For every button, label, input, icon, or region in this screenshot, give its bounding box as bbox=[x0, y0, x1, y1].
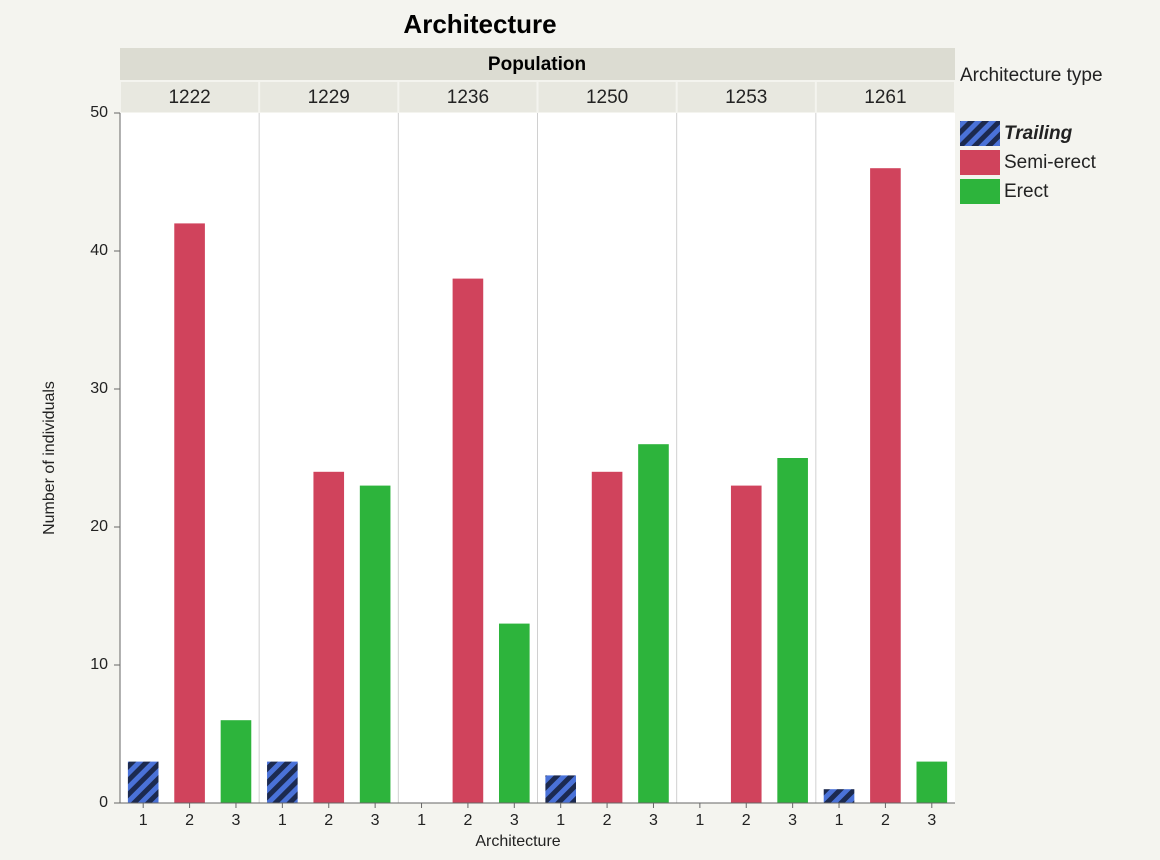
bar bbox=[174, 223, 205, 803]
panel-label: 1253 bbox=[725, 87, 767, 108]
legend-label: Erect bbox=[1004, 181, 1049, 202]
x-tick-label: 2 bbox=[742, 812, 751, 829]
bar bbox=[823, 789, 855, 803]
x-tick-label: 1 bbox=[556, 812, 565, 829]
x-axis-label: Architecture bbox=[475, 833, 560, 850]
legend-swatch bbox=[960, 179, 1000, 204]
y-tick-label: 30 bbox=[90, 380, 108, 397]
x-tick-label: 3 bbox=[371, 812, 380, 829]
panel-label: 1236 bbox=[447, 87, 489, 108]
x-tick-label: 2 bbox=[463, 812, 472, 829]
x-tick-label: 3 bbox=[510, 812, 519, 829]
panel-label: 1222 bbox=[168, 87, 210, 108]
x-tick-label: 1 bbox=[417, 812, 426, 829]
facet-title: Population bbox=[488, 54, 586, 75]
bar bbox=[591, 471, 623, 803]
panel-label: 1229 bbox=[308, 87, 350, 108]
bar bbox=[452, 278, 484, 804]
bar bbox=[498, 623, 530, 803]
bar bbox=[127, 761, 159, 803]
bar bbox=[916, 761, 948, 803]
panel-header bbox=[677, 82, 815, 112]
legend-label: Trailing bbox=[1004, 123, 1073, 144]
panel-header bbox=[260, 82, 398, 112]
chart-title: Architecture bbox=[403, 9, 556, 39]
panel-label: 1261 bbox=[864, 87, 906, 108]
legend-swatch bbox=[960, 150, 1000, 175]
x-tick-label: 3 bbox=[649, 812, 658, 829]
legend-swatch bbox=[960, 121, 1000, 146]
x-tick-label: 1 bbox=[835, 812, 844, 829]
bar bbox=[870, 168, 901, 803]
bar bbox=[359, 485, 391, 803]
bar bbox=[313, 471, 345, 803]
y-tick-label: 40 bbox=[90, 242, 108, 259]
x-tick-label: 1 bbox=[278, 812, 287, 829]
panel-header bbox=[538, 82, 676, 112]
x-tick-label: 2 bbox=[185, 812, 194, 829]
legend-label: Semi-erect bbox=[1004, 152, 1097, 173]
x-tick-label: 2 bbox=[603, 812, 612, 829]
panel-header bbox=[121, 82, 259, 112]
bar bbox=[730, 485, 762, 803]
y-tick-label: 10 bbox=[90, 656, 108, 673]
y-tick-label: 50 bbox=[90, 104, 108, 121]
bar bbox=[545, 775, 577, 803]
x-tick-label: 3 bbox=[927, 812, 936, 829]
x-tick-label: 1 bbox=[139, 812, 148, 829]
x-tick-label: 3 bbox=[788, 812, 797, 829]
y-tick-label: 0 bbox=[99, 794, 108, 811]
panel-label: 1250 bbox=[586, 87, 628, 108]
y-axis-label: Number of individuals bbox=[41, 381, 58, 535]
facet-header bbox=[120, 48, 955, 80]
x-tick-label: 2 bbox=[324, 812, 333, 829]
bar bbox=[220, 720, 252, 803]
bar bbox=[267, 761, 298, 803]
y-tick-label: 20 bbox=[90, 518, 108, 535]
x-tick-label: 2 bbox=[881, 812, 890, 829]
panel-header bbox=[399, 82, 537, 112]
bar bbox=[777, 458, 808, 803]
panel-header bbox=[816, 82, 954, 112]
bar bbox=[638, 444, 669, 803]
x-tick-label: 3 bbox=[232, 812, 241, 829]
legend-title: Architecture type bbox=[960, 65, 1103, 86]
x-tick-label: 1 bbox=[695, 812, 704, 829]
